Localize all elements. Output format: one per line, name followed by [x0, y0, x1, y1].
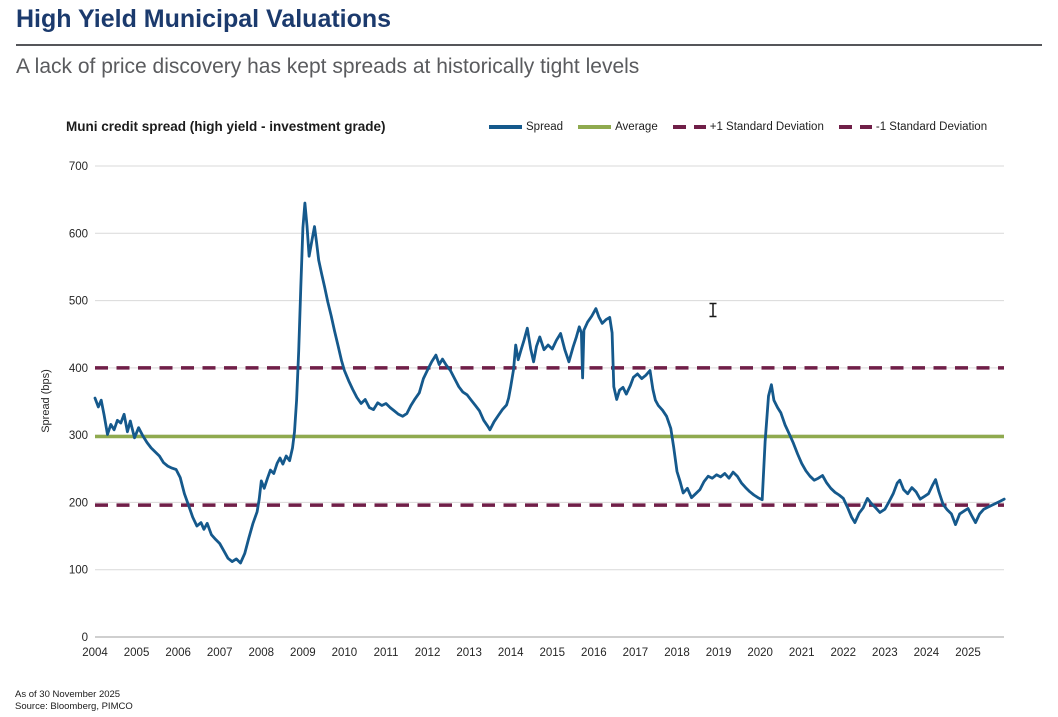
legend-item-average: Average [578, 121, 658, 133]
y-axis-title: Spread (bps) [40, 369, 52, 433]
legend-label-spread: Spread [526, 121, 564, 133]
x-tick-label: 2016 [581, 647, 607, 659]
x-tick-label: 2015 [539, 647, 565, 659]
x-tick-label: 2011 [374, 647, 399, 659]
source-note: Source: Bloomberg, PIMCO [15, 701, 133, 712]
plus1sd-dash-icon [672, 125, 706, 129]
legend-item-minus1sd: -1 Standard Deviation [838, 121, 988, 133]
y-tick-label: 500 [69, 296, 88, 308]
x-tick-label: 2019 [706, 647, 732, 659]
title-divider [16, 44, 1042, 46]
spread-line-icon [489, 125, 522, 129]
spread-line [93, 201, 1006, 565]
page-subtitle: A lack of price discovery has kept sprea… [16, 55, 640, 78]
y-tick-label: 600 [69, 228, 88, 240]
x-tick-label: 2024 [914, 647, 940, 659]
y-tick-label: 200 [69, 497, 88, 509]
text-cursor-icon [706, 301, 720, 319]
x-tick-label: 2005 [124, 647, 150, 659]
legend-label-average: Average [615, 121, 658, 133]
x-tick-label: 2007 [207, 647, 233, 659]
legend-item-plus1sd: +1 Standard Deviation [672, 121, 824, 133]
x-tick-label: 2020 [747, 647, 773, 659]
y-tick-label: 100 [69, 565, 88, 577]
x-tick-label: 2008 [248, 647, 274, 659]
x-tick-label: 2025 [955, 647, 981, 659]
y-tick-label: 0 [82, 632, 88, 644]
legend-label-minus1sd: -1 Standard Deviation [875, 121, 988, 133]
x-tick-label: 2014 [498, 647, 524, 659]
x-tick-label: 2018 [664, 647, 690, 659]
average-line-icon [578, 125, 612, 129]
x-tick-label: 2006 [165, 647, 191, 659]
x-tick-label: 2013 [456, 647, 482, 659]
footnote: As of 30 November 2025 Source: Bloomberg… [15, 689, 133, 713]
page-title: High Yield Municipal Valuations [16, 5, 392, 33]
y-tick-label: 700 [69, 161, 88, 173]
x-tick-label: 2004 [82, 647, 108, 659]
chart-legend: Spread Average +1 Standard Deviation -1 … [489, 121, 987, 133]
y-tick-label: 300 [69, 430, 88, 442]
x-tick-label: 2022 [830, 647, 856, 659]
x-tick-label: 2009 [290, 647, 316, 659]
x-tick-label: 2017 [623, 647, 649, 659]
chart-title: Muni credit spread (high yield - investm… [66, 119, 386, 134]
legend-label-plus1sd: +1 Standard Deviation [709, 121, 824, 133]
minus1sd-dash-icon [838, 125, 872, 129]
y-tick-label: 400 [69, 363, 88, 375]
x-tick-label: 2021 [789, 647, 815, 659]
x-tick-label: 2010 [332, 647, 358, 659]
legend-item-spread: Spread [489, 121, 563, 133]
as-of-date: As of 30 November 2025 [15, 689, 121, 700]
x-tick-label: 2012 [415, 647, 441, 659]
x-tick-label: 2023 [872, 647, 898, 659]
